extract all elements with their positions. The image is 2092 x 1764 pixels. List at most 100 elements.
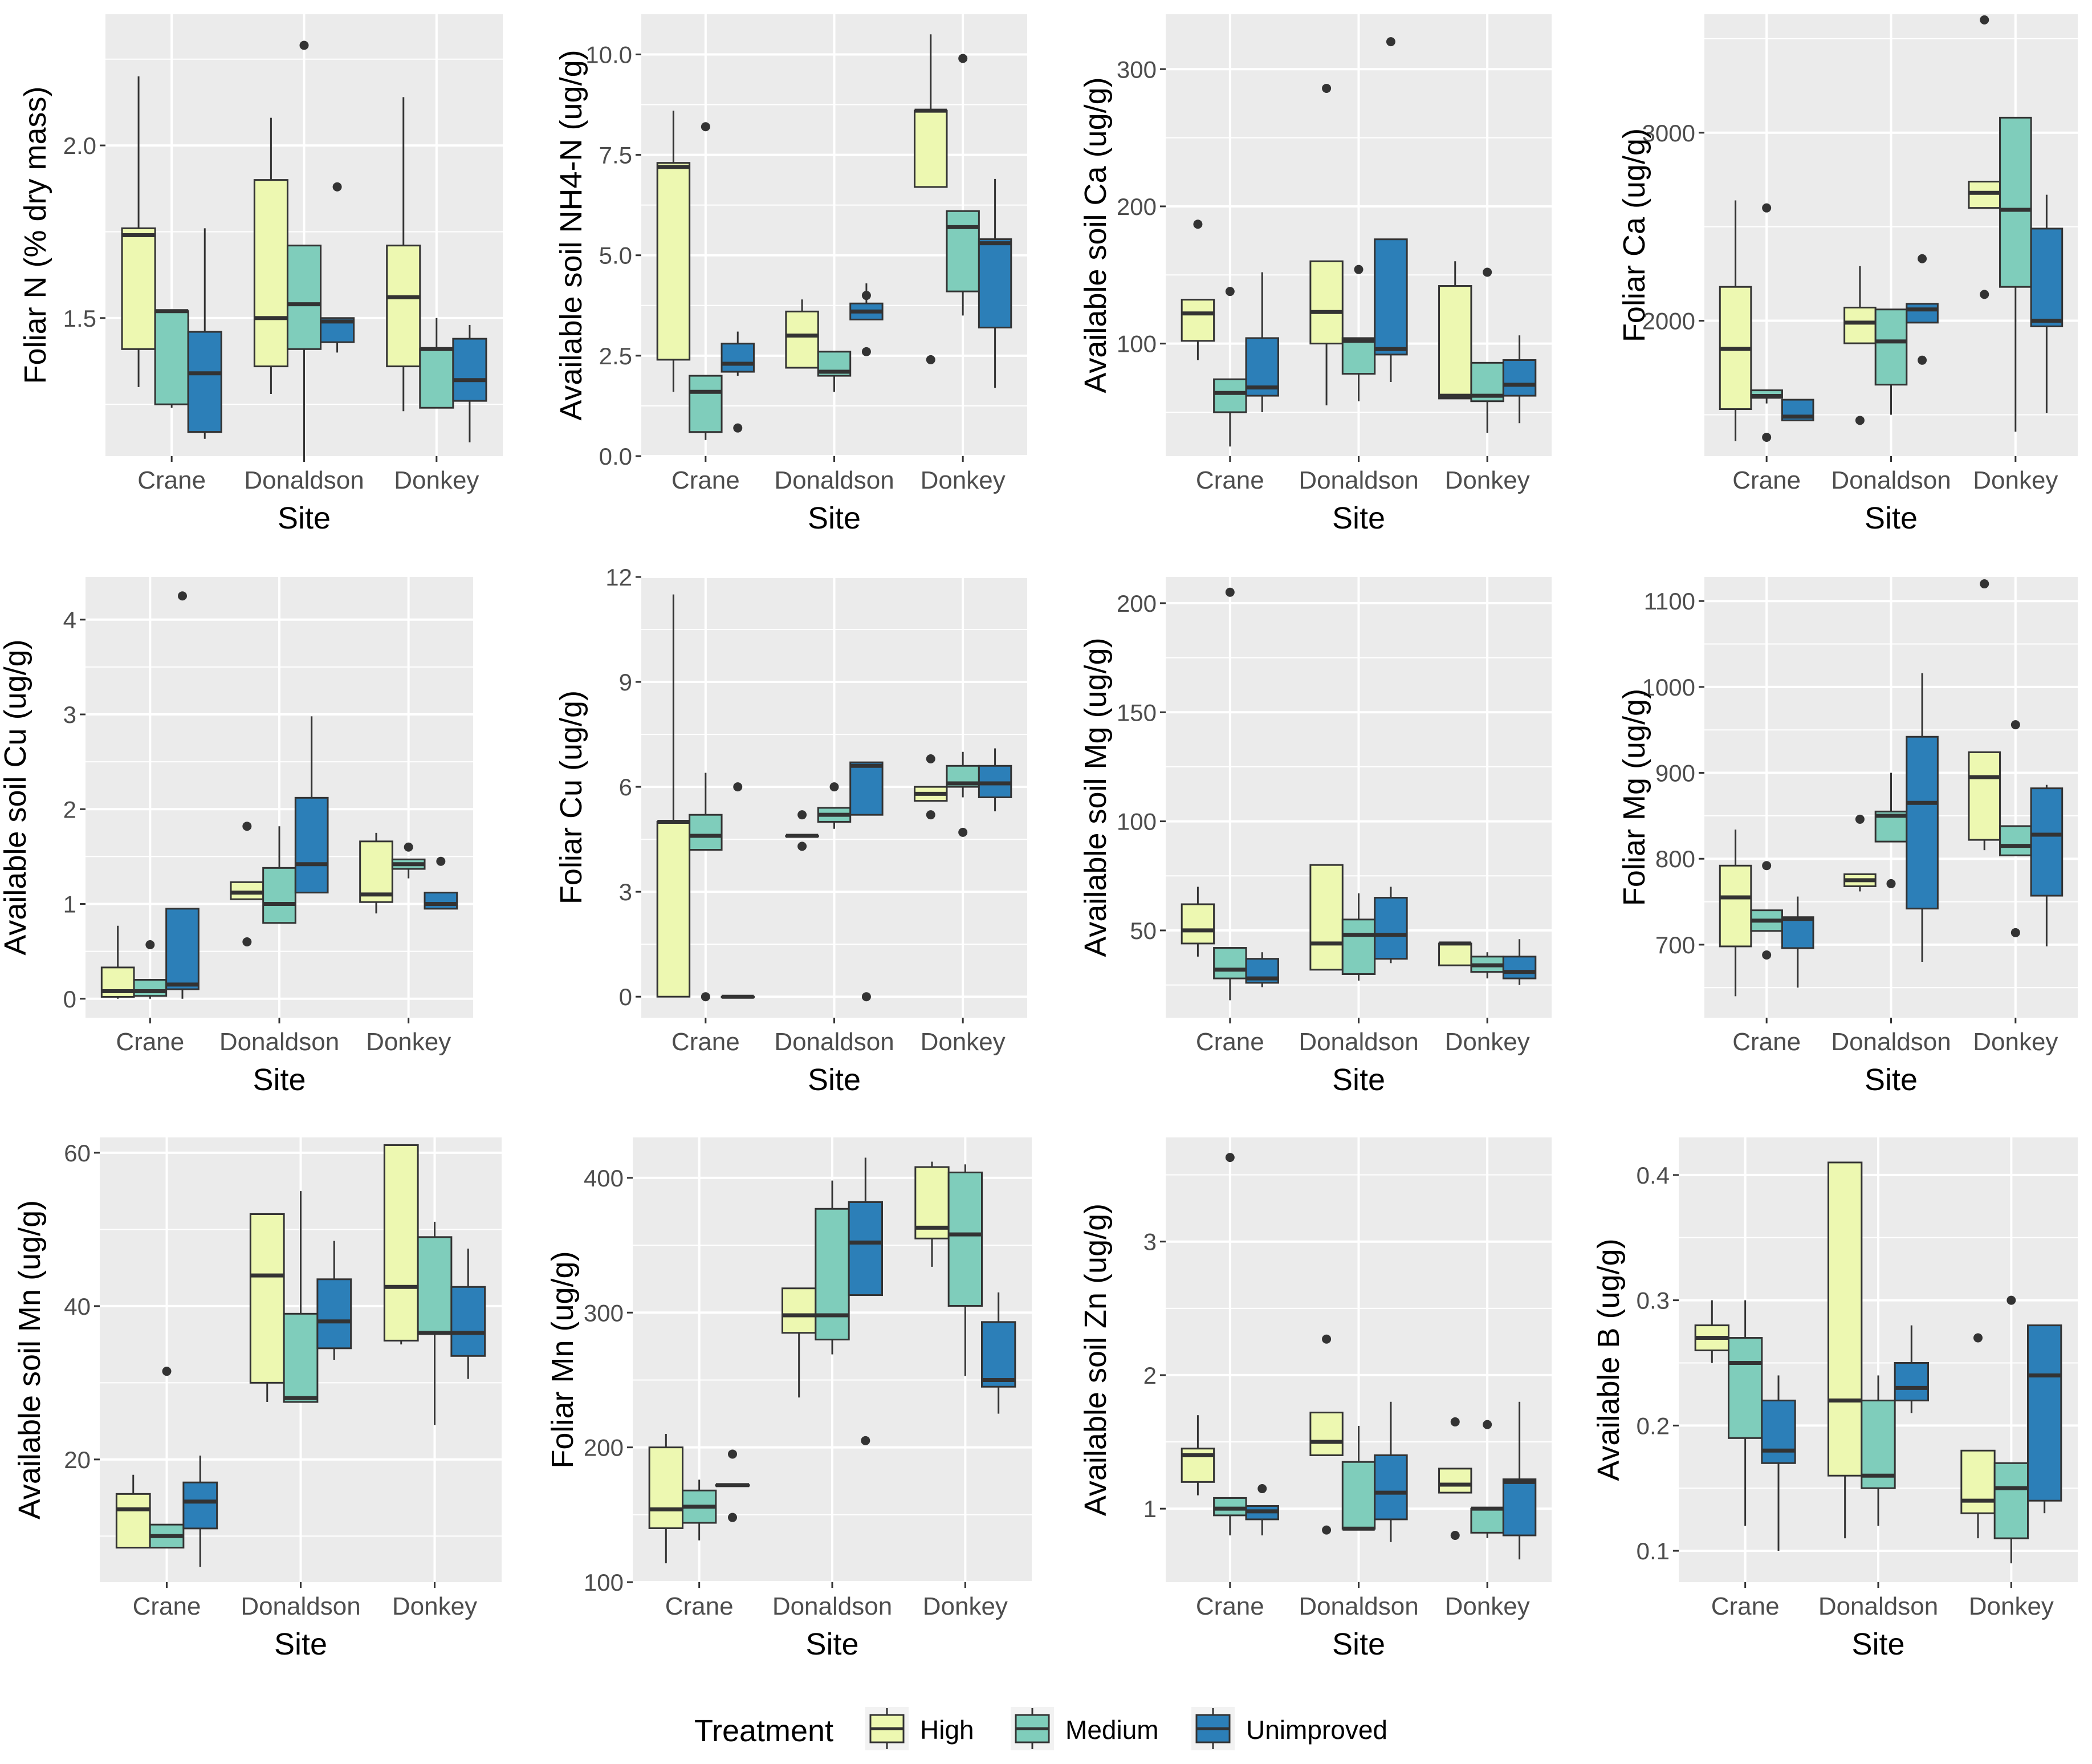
box-iqr	[1309, 1412, 1344, 1456]
outlier-point	[1762, 950, 1772, 960]
y-tick-label: 0.2	[1637, 1412, 1670, 1439]
x-tick-label: Crane	[133, 1592, 201, 1620]
legend-items: High Medium Unimproved	[865, 1707, 1387, 1750]
outlier-point	[797, 810, 807, 820]
outlier-point	[1322, 1334, 1332, 1344]
y-tick-label: 1	[1143, 1495, 1157, 1522]
x-tick-label: Donkey	[1973, 1028, 2058, 1056]
box-iqr	[359, 840, 393, 903]
box-iqr	[1999, 116, 2032, 288]
legend: Treatment High Medium Unimproved	[694, 1707, 1387, 1750]
outlier-point	[1855, 416, 1865, 425]
y-tick-label: 1100	[1644, 588, 1695, 615]
y-tick-label: 5.0	[599, 242, 632, 269]
y-tick-label: 200	[584, 1434, 624, 1461]
outlier-point	[404, 842, 413, 852]
box-iqr	[424, 892, 458, 910]
outlier-point	[1973, 1333, 1983, 1343]
outlier-point	[1762, 861, 1772, 871]
box-iqr	[656, 162, 691, 361]
boxplot-crane-unimproved	[182, 1456, 218, 1567]
boxplot-donkey-medium	[1470, 952, 1504, 979]
boxplot-donaldson-unimproved	[1374, 37, 1408, 383]
outlier-point	[1322, 83, 1332, 93]
box-iqr	[133, 979, 168, 997]
y-tick-label: 400	[584, 1165, 624, 1192]
panels-grid: 1.5 2.0 Crane Donaldson Donkey Site Foliar N (…	[0, 14, 2078, 1661]
box-iqr	[249, 1213, 285, 1384]
boxplot-donkey-high	[914, 754, 948, 820]
boxplot-donkey-unimproved	[1502, 939, 1537, 985]
boxplot-donaldson-unimproved	[1374, 887, 1408, 964]
panel-7: 50 100 150 200 Crane Donaldson Donkey Site Avail…	[1078, 577, 1552, 1097]
box-iqr	[2027, 1324, 2062, 1502]
boxplot-donkey-unimproved	[452, 324, 487, 442]
outlier-point	[145, 940, 155, 949]
boxplot-donkey-medium	[1470, 267, 1504, 433]
x-axis-title: Site	[808, 501, 861, 535]
boxplot-crane-high	[1181, 220, 1215, 360]
box-iqr	[187, 331, 222, 433]
y-tick-label: 7.5	[599, 142, 632, 169]
outlier-point	[1322, 1525, 1332, 1535]
x-tick-label: Donkey	[1445, 1028, 1530, 1056]
box-iqr	[946, 210, 980, 292]
outlier-point	[1225, 1153, 1235, 1163]
y-tick-label: 700	[1655, 932, 1695, 958]
boxplot-donaldson-medium	[283, 1191, 319, 1403]
box-iqr	[689, 814, 723, 851]
y-axis-title: Foliar Ca (ug/g)	[1617, 128, 1651, 342]
box-iqr	[1341, 337, 1376, 375]
boxplot-crane-medium	[689, 122, 723, 440]
box-iqr	[1438, 285, 1472, 400]
x-tick-label: Donkey	[366, 1028, 451, 1056]
y-tick-label: 20	[64, 1446, 91, 1473]
legend-label: Unimproved	[1246, 1715, 1387, 1745]
panel-10: 100 200 300 400 Crane Donaldson Donkey Site Foli…	[546, 1137, 1032, 1661]
y-tick-label: 1	[63, 891, 76, 918]
y-tick-label: 0	[619, 983, 632, 1010]
box-iqr	[1502, 956, 1537, 979]
boxplot-donkey-high	[359, 832, 393, 914]
outlier-point	[1980, 579, 1989, 589]
outlier-point	[733, 782, 743, 792]
box-iqr	[1968, 751, 2001, 841]
outlier-point	[1762, 433, 1772, 442]
box-iqr	[1993, 1462, 2029, 1539]
boxplot-donaldson-medium	[1341, 1425, 1376, 1531]
y-axis-title: Foliar Mg (ug/g)	[1617, 689, 1651, 906]
box-iqr	[1843, 306, 1877, 344]
x-tick-label: Donaldson	[244, 466, 364, 494]
box-iqr	[914, 109, 948, 188]
outlier-point	[1354, 265, 1364, 274]
y-axis-title: Available soil Zn (ug/g)	[1078, 1204, 1113, 1516]
box-iqr	[1894, 1361, 1930, 1401]
box-iqr	[1213, 378, 1247, 413]
box-iqr	[1374, 1454, 1408, 1521]
x-axis-title: Site	[1332, 501, 1385, 535]
outlier-point	[1483, 267, 1492, 277]
boxplot-donkey-medium	[946, 54, 980, 316]
boxplot-donkey-high	[1438, 1417, 1472, 1541]
y-tick-label: 800	[1655, 846, 1695, 872]
boxplot-donaldson-high	[785, 299, 819, 369]
outlier-point	[2006, 1295, 2016, 1305]
box-iqr	[294, 796, 329, 894]
boxplot-crane-medium	[1750, 203, 1783, 442]
box-iqr	[1309, 260, 1344, 345]
boxplot-crane-high	[100, 925, 135, 999]
boxplot-donkey-unimproved	[981, 1292, 1016, 1414]
x-axis-title: Site	[278, 501, 331, 535]
outlier-point	[1918, 355, 1927, 365]
y-tick-label: 3	[1143, 1229, 1157, 1255]
y-axis-title: Foliar Cu (ug/g)	[554, 690, 588, 904]
boxplot-crane-medium	[1213, 587, 1247, 1001]
outlier-point	[1225, 587, 1235, 597]
y-axis-title: Available soil Mn (ug/g)	[13, 1200, 47, 1519]
box-iqr	[848, 1201, 883, 1296]
panel-4: 2000 3000 Crane Donaldson Donkey Site Foliar C…	[1617, 14, 2078, 535]
y-tick-label: 50	[1130, 917, 1157, 944]
y-tick-label: 2	[63, 796, 76, 823]
outlier-point	[829, 782, 839, 792]
box-iqr	[253, 179, 288, 368]
